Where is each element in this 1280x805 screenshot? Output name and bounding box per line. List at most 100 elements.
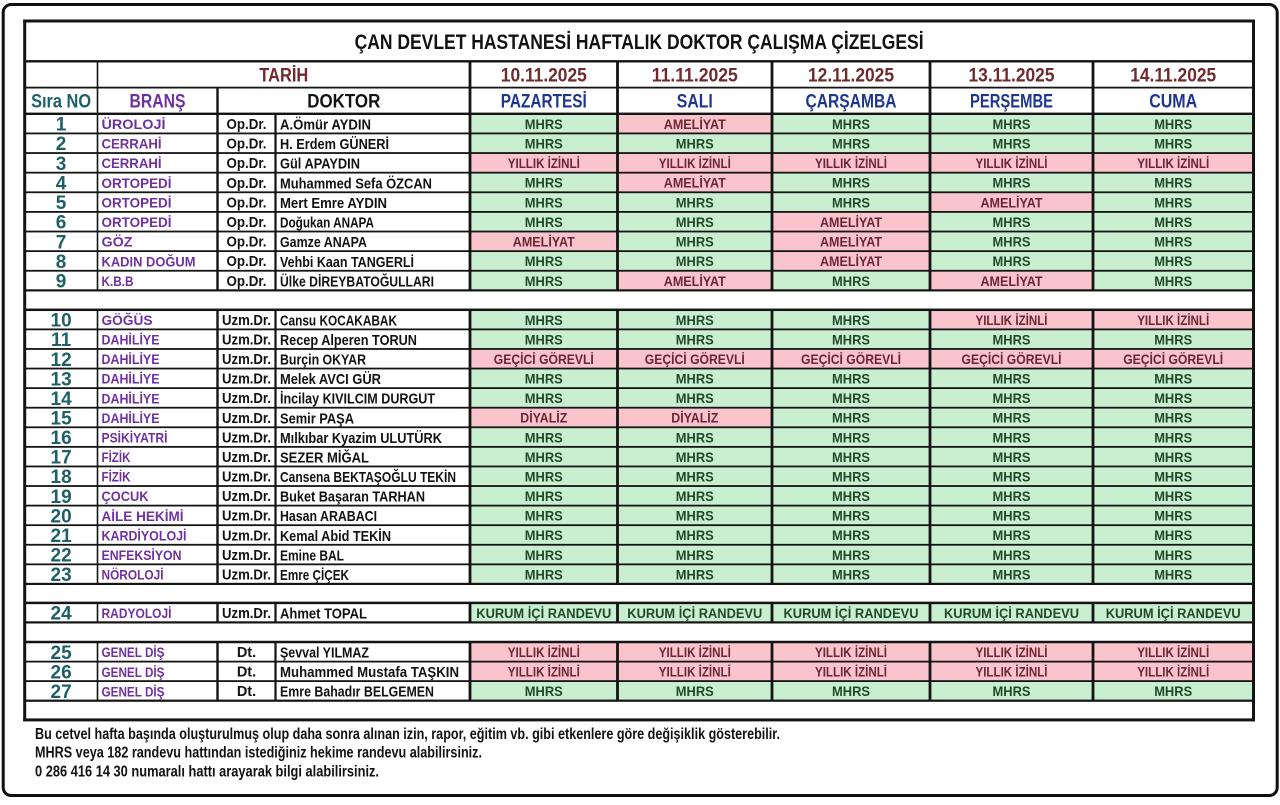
svg-text:MHRS: MHRS — [525, 488, 563, 504]
svg-text:SALI: SALI — [677, 92, 713, 113]
svg-text:MHRS: MHRS — [832, 683, 870, 699]
svg-text:Op.Dr.: Op.Dr. — [227, 156, 267, 172]
svg-text:15: 15 — [51, 409, 73, 430]
svg-text:MHRS: MHRS — [993, 234, 1031, 250]
svg-text:GEÇİCİ GÖREVLİ: GEÇİCİ GÖREVLİ — [1123, 351, 1223, 367]
svg-text:TARİH: TARİH — [259, 65, 308, 86]
svg-text:ÇOCUK: ÇOCUK — [102, 488, 149, 504]
svg-text:MHRS: MHRS — [832, 331, 870, 347]
svg-text:YILLIK İZİNLİ: YILLIK İZİNLİ — [508, 644, 580, 660]
svg-text:24: 24 — [51, 604, 73, 625]
svg-text:14: 14 — [51, 389, 73, 410]
svg-text:Dt.: Dt. — [237, 665, 256, 681]
svg-text:Uzm.Dr.: Uzm.Dr. — [222, 391, 271, 407]
svg-text:ÇAN DEVLET HASTANESİ HAFTALIK: ÇAN DEVLET HASTANESİ HAFTALIK DOKTOR ÇAL… — [355, 30, 924, 54]
svg-text:MHRS: MHRS — [993, 468, 1031, 484]
svg-text:MHRS: MHRS — [993, 527, 1031, 543]
svg-text:MHRS: MHRS — [676, 508, 714, 524]
svg-text:GÖĞÜS: GÖĞÜS — [102, 311, 153, 328]
svg-text:AMELİYAT: AMELİYAT — [981, 194, 1043, 210]
svg-text:MHRS: MHRS — [525, 390, 563, 406]
svg-text:MHRS: MHRS — [832, 449, 870, 465]
svg-text:MHRS: MHRS — [676, 683, 714, 699]
svg-text:MHRS: MHRS — [832, 410, 870, 426]
svg-text:MHRS: MHRS — [832, 488, 870, 504]
svg-text:Uzm.Dr.: Uzm.Dr. — [222, 528, 271, 544]
svg-text:Uzm.Dr.: Uzm.Dr. — [222, 470, 271, 486]
svg-text:GÖZ: GÖZ — [102, 234, 133, 250]
svg-text:MHRS: MHRS — [832, 175, 870, 191]
svg-text:DAHİLİYE: DAHİLİYE — [102, 410, 160, 426]
svg-text:FİZİK: FİZİK — [102, 449, 131, 465]
svg-text:MHRS: MHRS — [993, 683, 1031, 699]
svg-text:MHRS: MHRS — [1154, 566, 1192, 582]
svg-text:ORTOPEDİ: ORTOPEDİ — [102, 175, 172, 191]
svg-text:GENEL DİŞ: GENEL DİŞ — [102, 644, 165, 660]
svg-text:Burçin OKYAR: Burçin OKYAR — [280, 352, 366, 369]
svg-text:MHRS: MHRS — [993, 371, 1031, 387]
svg-text:YILLIK İZİNLİ: YILLIK İZİNLİ — [815, 155, 887, 171]
svg-text:MHRS: MHRS — [676, 390, 714, 406]
svg-text:MHRS: MHRS — [993, 410, 1031, 426]
svg-text:MHRS: MHRS — [832, 116, 870, 132]
svg-text:MHRS: MHRS — [525, 429, 563, 445]
svg-text:Uzm.Dr.: Uzm.Dr. — [222, 548, 271, 564]
svg-text:YILLIK İZİNLİ: YILLIK İZİNLİ — [815, 664, 887, 680]
svg-text:MHRS: MHRS — [993, 331, 1031, 347]
svg-text:MHRS: MHRS — [525, 214, 563, 230]
svg-text:MHRS: MHRS — [676, 566, 714, 582]
svg-text:13: 13 — [51, 369, 72, 390]
svg-text:19: 19 — [51, 487, 72, 508]
svg-text:Uzm.Dr.: Uzm.Dr. — [222, 430, 271, 446]
svg-text:Cansu KOCAKABAK: Cansu KOCAKABAK — [280, 312, 397, 329]
svg-text:Mert Emre AYDIN: Mert Emre AYDIN — [280, 195, 387, 212]
svg-text:8: 8 — [56, 252, 67, 273]
svg-text:MHRS: MHRS — [832, 547, 870, 563]
svg-text:YILLIK İZİNLİ: YILLIK İZİNLİ — [976, 644, 1048, 660]
svg-text:MHRS: MHRS — [676, 527, 714, 543]
svg-text:9: 9 — [56, 272, 67, 293]
svg-text:Recep Alperen TORUN: Recep Alperen TORUN — [280, 332, 417, 349]
svg-text:Hasan ARABACI: Hasan ARABACI — [280, 508, 377, 525]
svg-text:Op.Dr.: Op.Dr. — [227, 254, 267, 270]
svg-text:MHRS: MHRS — [832, 312, 870, 328]
svg-text:AMELİYAT: AMELİYAT — [820, 214, 882, 230]
svg-text:Uzm.Dr.: Uzm.Dr. — [222, 567, 271, 583]
svg-text:MHRS: MHRS — [525, 253, 563, 269]
svg-text:Mılkıbar Kyazim ULUTÜRK: Mılkıbar Kyazim ULUTÜRK — [280, 430, 442, 447]
svg-text:MHRS: MHRS — [1154, 527, 1192, 543]
svg-text:MHRS: MHRS — [832, 508, 870, 524]
svg-text:MHRS: MHRS — [993, 449, 1031, 465]
svg-text:MHRS: MHRS — [676, 468, 714, 484]
svg-text:4: 4 — [56, 174, 67, 195]
svg-text:MHRS: MHRS — [1154, 429, 1192, 445]
svg-text:7: 7 — [56, 232, 67, 253]
svg-text:MHRS: MHRS — [832, 429, 870, 445]
svg-text:BRANŞ: BRANŞ — [130, 92, 186, 113]
svg-text:10.11.2025: 10.11.2025 — [501, 65, 587, 86]
svg-text:1: 1 — [56, 115, 67, 136]
svg-text:Cansena BEKTAŞOĞLU TEKİN: Cansena BEKTAŞOĞLU TEKİN — [280, 468, 456, 486]
svg-text:MHRS: MHRS — [676, 429, 714, 445]
svg-text:20: 20 — [51, 506, 72, 527]
svg-text:GENEL DİŞ: GENEL DİŞ — [102, 664, 165, 680]
svg-text:RADYOLOJİ: RADYOLOJİ — [102, 605, 172, 621]
svg-text:MHRS: MHRS — [1154, 331, 1192, 347]
svg-text:PAZARTESİ: PAZARTESİ — [501, 92, 587, 113]
svg-text:Emre Bahadır BELGEMEN: Emre Bahadır BELGEMEN — [280, 684, 434, 701]
svg-text:YILLIK İZİNLİ: YILLIK İZİNLİ — [508, 155, 580, 171]
svg-text:MHRS: MHRS — [993, 214, 1031, 230]
svg-text:26: 26 — [51, 662, 72, 683]
svg-text:FİZİK: FİZİK — [102, 469, 131, 485]
svg-text:Uzm.Dr.: Uzm.Dr. — [222, 333, 271, 349]
svg-text:Emre ÇİÇEK: Emre ÇİÇEK — [280, 567, 349, 584]
svg-text:YILLIK İZİNLİ: YILLIK İZİNLİ — [1137, 155, 1209, 171]
svg-text:GEÇİCİ GÖREVLİ: GEÇİCİ GÖREVLİ — [962, 351, 1062, 367]
svg-text:Doğukan ANAPA: Doğukan ANAPA — [280, 215, 374, 232]
svg-text:11.11.2025: 11.11.2025 — [652, 65, 738, 86]
svg-text:27: 27 — [51, 682, 72, 703]
svg-text:KURUM İÇİ RANDEVU: KURUM İÇİ RANDEVU — [944, 606, 1079, 621]
svg-text:CUMA: CUMA — [1149, 92, 1197, 113]
svg-text:YILLIK İZİNLİ: YILLIK İZİNLİ — [976, 155, 1048, 171]
svg-text:MHRS: MHRS — [832, 371, 870, 387]
